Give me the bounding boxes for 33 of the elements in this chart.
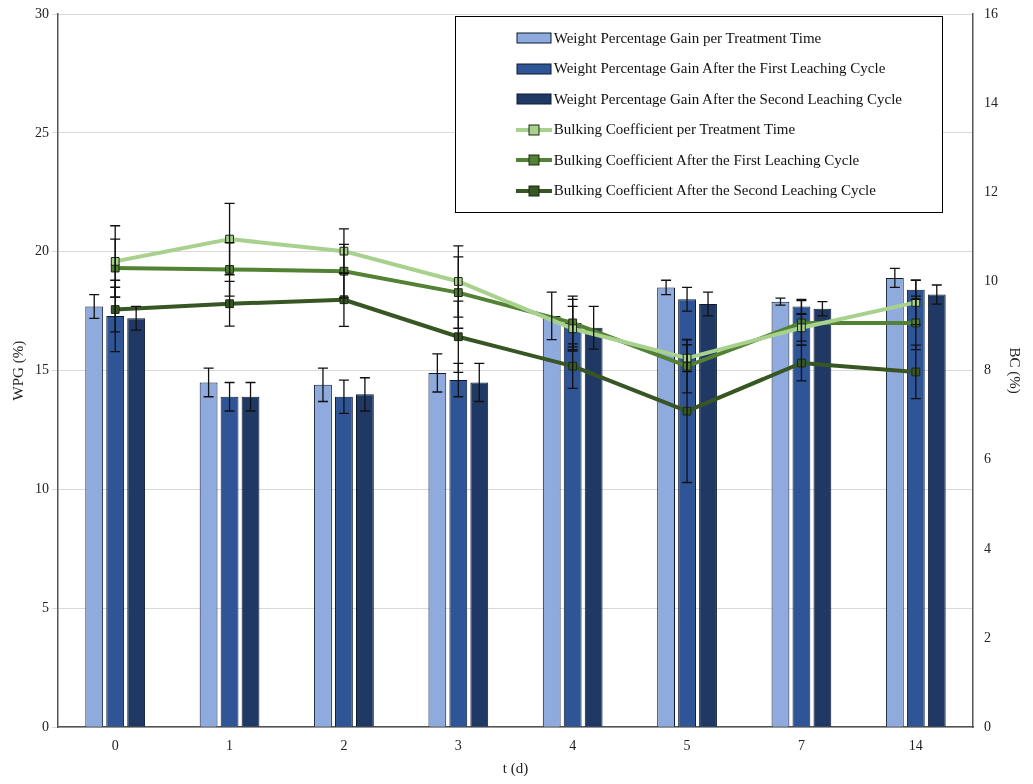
y2-axis-title: BC (%) [1006, 347, 1024, 394]
y-tick-label: 15 [35, 362, 49, 378]
y2-tick-label: 0 [984, 718, 991, 734]
y-tick-label: 20 [35, 243, 49, 259]
x-tick-label: 1 [226, 738, 234, 754]
y-tick-label: 25 [35, 124, 49, 140]
y-tick-label: 5 [42, 600, 49, 616]
legend-label: Bulking Coefficient per Treatment Time [553, 121, 796, 139]
legend-label: Bulking Coefficient After the Second Leaching Cycle [553, 182, 876, 200]
legend-label: Weight Percentage Gain per Treatment Time [553, 29, 822, 47]
y2-tick-label: 4 [984, 540, 991, 556]
x-tick-label: 2 [340, 738, 348, 754]
y2-tick-label: 10 [984, 273, 998, 289]
x-tick-label: 4 [569, 738, 577, 754]
y-tick-label: 10 [35, 481, 49, 497]
legend-label: Bulking Coefficient After the First Leaching Cycle [553, 151, 860, 169]
y2-tick-label: 2 [984, 629, 991, 645]
legend-label: Weight Percentage Gain After the Second Leaching Cycle [553, 90, 902, 108]
x-axis-title: t (d) [502, 759, 529, 777]
legend-label: Weight Percentage Gain After the First Leaching Cycle [553, 60, 886, 78]
x-tick-label: 3 [454, 738, 462, 754]
x-tick-label: 14 [908, 738, 923, 754]
x-tick-label: 0 [111, 738, 119, 754]
x-tick-label: 5 [683, 738, 691, 754]
x-tick-label: 7 [797, 738, 805, 754]
y-tick-label: 0 [42, 718, 49, 734]
y2-tick-label: 12 [984, 183, 998, 199]
y2-tick-label: 8 [984, 362, 991, 378]
y2-tick-label: 6 [984, 451, 991, 467]
y-axis-title: WPG (%) [9, 340, 27, 401]
y2-tick-label: 16 [984, 5, 998, 21]
y2-tick-label: 14 [984, 94, 998, 110]
y-tick-label: 30 [35, 5, 49, 21]
